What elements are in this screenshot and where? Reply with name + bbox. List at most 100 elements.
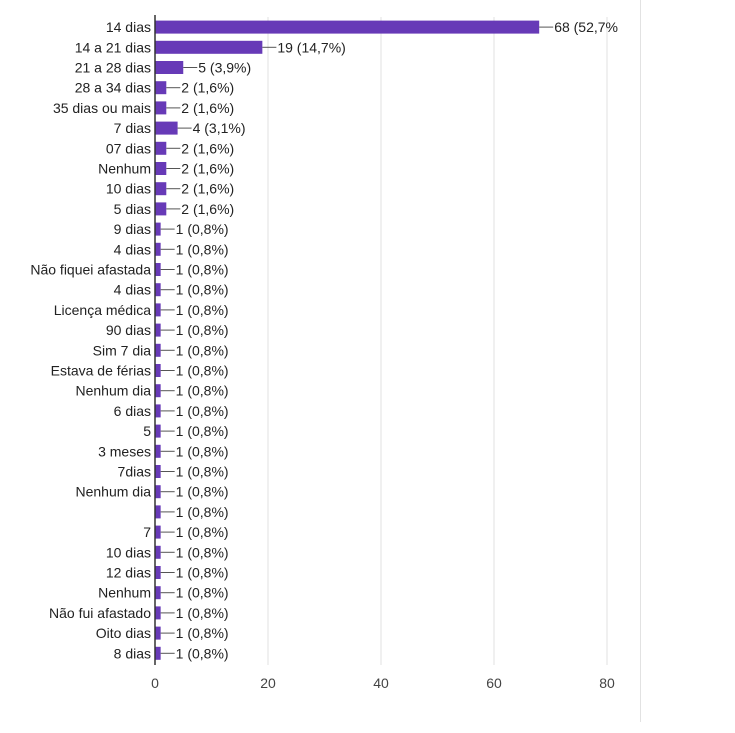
data-label: 2 (1,6%) bbox=[181, 181, 234, 197]
data-label: 1 (0,8%) bbox=[176, 221, 229, 237]
category-label: Nenhum dia bbox=[76, 383, 152, 399]
data-label: 1 (0,8%) bbox=[176, 605, 229, 621]
x-tick-label: 40 bbox=[373, 675, 389, 691]
data-label: 1 (0,8%) bbox=[176, 443, 229, 459]
bar-17 bbox=[155, 364, 161, 377]
data-label: 1 (0,8%) bbox=[176, 262, 229, 278]
bar-10 bbox=[155, 222, 161, 236]
panel-divider bbox=[640, 0, 641, 722]
bar-25 bbox=[155, 525, 161, 539]
category-label: 4 dias bbox=[114, 241, 151, 257]
category-label: 14 dias bbox=[106, 19, 151, 35]
bar-21 bbox=[155, 444, 161, 458]
category-label: 8 dias bbox=[114, 645, 151, 661]
category-label: 7 dias bbox=[114, 120, 151, 136]
data-label: 1 (0,8%) bbox=[176, 403, 229, 419]
x-tick-label: 20 bbox=[260, 675, 276, 691]
category-label: 35 dias ou mais bbox=[53, 100, 151, 116]
data-label: 1 (0,8%) bbox=[176, 464, 229, 480]
data-label: 1 (0,8%) bbox=[176, 524, 229, 540]
data-label: 19 (14,7%) bbox=[277, 39, 345, 55]
bar-29 bbox=[155, 606, 161, 620]
bar-28 bbox=[155, 586, 161, 600]
bar-27 bbox=[155, 566, 161, 579]
data-label: 2 (1,6%) bbox=[181, 201, 234, 217]
bar-22 bbox=[155, 465, 161, 478]
bar-11 bbox=[155, 242, 161, 256]
category-label: 10 dias bbox=[106, 181, 151, 197]
category-label: 7 bbox=[143, 524, 151, 540]
bar-23 bbox=[155, 485, 161, 499]
bar-26 bbox=[155, 545, 161, 559]
data-label: 1 (0,8%) bbox=[176, 282, 229, 298]
data-label: 1 (0,8%) bbox=[176, 504, 229, 520]
bar-8 bbox=[155, 182, 167, 196]
bar-18 bbox=[155, 384, 161, 398]
category-label: Nenhum bbox=[98, 161, 151, 177]
category-label: 9 dias bbox=[114, 221, 151, 237]
data-label: 1 (0,8%) bbox=[176, 302, 229, 318]
category-label: Não fiquei afastada bbox=[30, 262, 151, 278]
data-label: 4 (3,1%) bbox=[193, 120, 246, 136]
data-label: 1 (0,8%) bbox=[176, 342, 229, 358]
category-label: Não fui afastado bbox=[49, 605, 151, 621]
category-label: 21 a 28 dias bbox=[75, 60, 151, 76]
category-label: 12 dias bbox=[106, 565, 151, 581]
bar-7 bbox=[155, 162, 167, 175]
category-label: Nenhum dia bbox=[76, 484, 152, 500]
data-label: 68 (52,7% bbox=[554, 19, 618, 35]
x-tick-label: 60 bbox=[486, 675, 502, 691]
bar-19 bbox=[155, 404, 161, 418]
category-label: 5 bbox=[143, 423, 151, 439]
data-label: 1 (0,8%) bbox=[176, 544, 229, 560]
x-tick-label: 80 bbox=[599, 675, 615, 691]
category-label: 4 dias bbox=[114, 282, 151, 298]
bar-0 bbox=[155, 20, 540, 34]
category-label: Sim 7 dia bbox=[93, 342, 152, 358]
data-label: 1 (0,8%) bbox=[176, 484, 229, 500]
category-label: Nenhum bbox=[98, 585, 151, 601]
bar-30 bbox=[155, 626, 161, 640]
bar-12 bbox=[155, 263, 161, 276]
category-label: Estava de férias bbox=[51, 363, 151, 379]
category-label: 10 dias bbox=[106, 544, 151, 560]
bar-14 bbox=[155, 303, 161, 317]
data-label: 2 (1,6%) bbox=[181, 161, 234, 177]
bar-31 bbox=[155, 646, 161, 660]
data-label: 2 (1,6%) bbox=[181, 140, 234, 156]
bar-15 bbox=[155, 323, 161, 337]
bar-6 bbox=[155, 141, 167, 155]
bar-16 bbox=[155, 343, 161, 357]
bar-5 bbox=[155, 121, 178, 135]
category-label: 6 dias bbox=[114, 403, 151, 419]
data-label: 1 (0,8%) bbox=[176, 645, 229, 661]
data-label: 1 (0,8%) bbox=[176, 383, 229, 399]
bar-13 bbox=[155, 283, 161, 297]
bar-9 bbox=[155, 202, 167, 216]
data-label: 5 (3,9%) bbox=[198, 60, 251, 76]
category-label: 5 dias bbox=[114, 201, 151, 217]
category-label: 7dias bbox=[118, 464, 151, 480]
data-label: 1 (0,8%) bbox=[176, 363, 229, 379]
x-tick-label: 0 bbox=[151, 675, 159, 691]
bar-3 bbox=[155, 81, 167, 95]
bar-20 bbox=[155, 424, 161, 438]
category-label: 90 dias bbox=[106, 322, 151, 338]
bar-24 bbox=[155, 505, 161, 519]
data-label: 1 (0,8%) bbox=[176, 241, 229, 257]
bar-2 bbox=[155, 61, 184, 74]
category-label: 28 a 34 dias bbox=[75, 80, 151, 96]
bar-4 bbox=[155, 101, 167, 115]
data-label: 2 (1,6%) bbox=[181, 80, 234, 96]
data-label: 1 (0,8%) bbox=[176, 625, 229, 641]
data-label: 2 (1,6%) bbox=[181, 100, 234, 116]
data-label: 1 (0,8%) bbox=[176, 423, 229, 439]
category-label: 07 dias bbox=[106, 140, 151, 156]
data-label: 1 (0,8%) bbox=[176, 322, 229, 338]
data-label: 1 (0,8%) bbox=[176, 585, 229, 601]
data-label: 1 (0,8%) bbox=[176, 565, 229, 581]
category-label: 14 a 21 dias bbox=[75, 39, 151, 55]
category-label: Oito dias bbox=[96, 625, 151, 641]
